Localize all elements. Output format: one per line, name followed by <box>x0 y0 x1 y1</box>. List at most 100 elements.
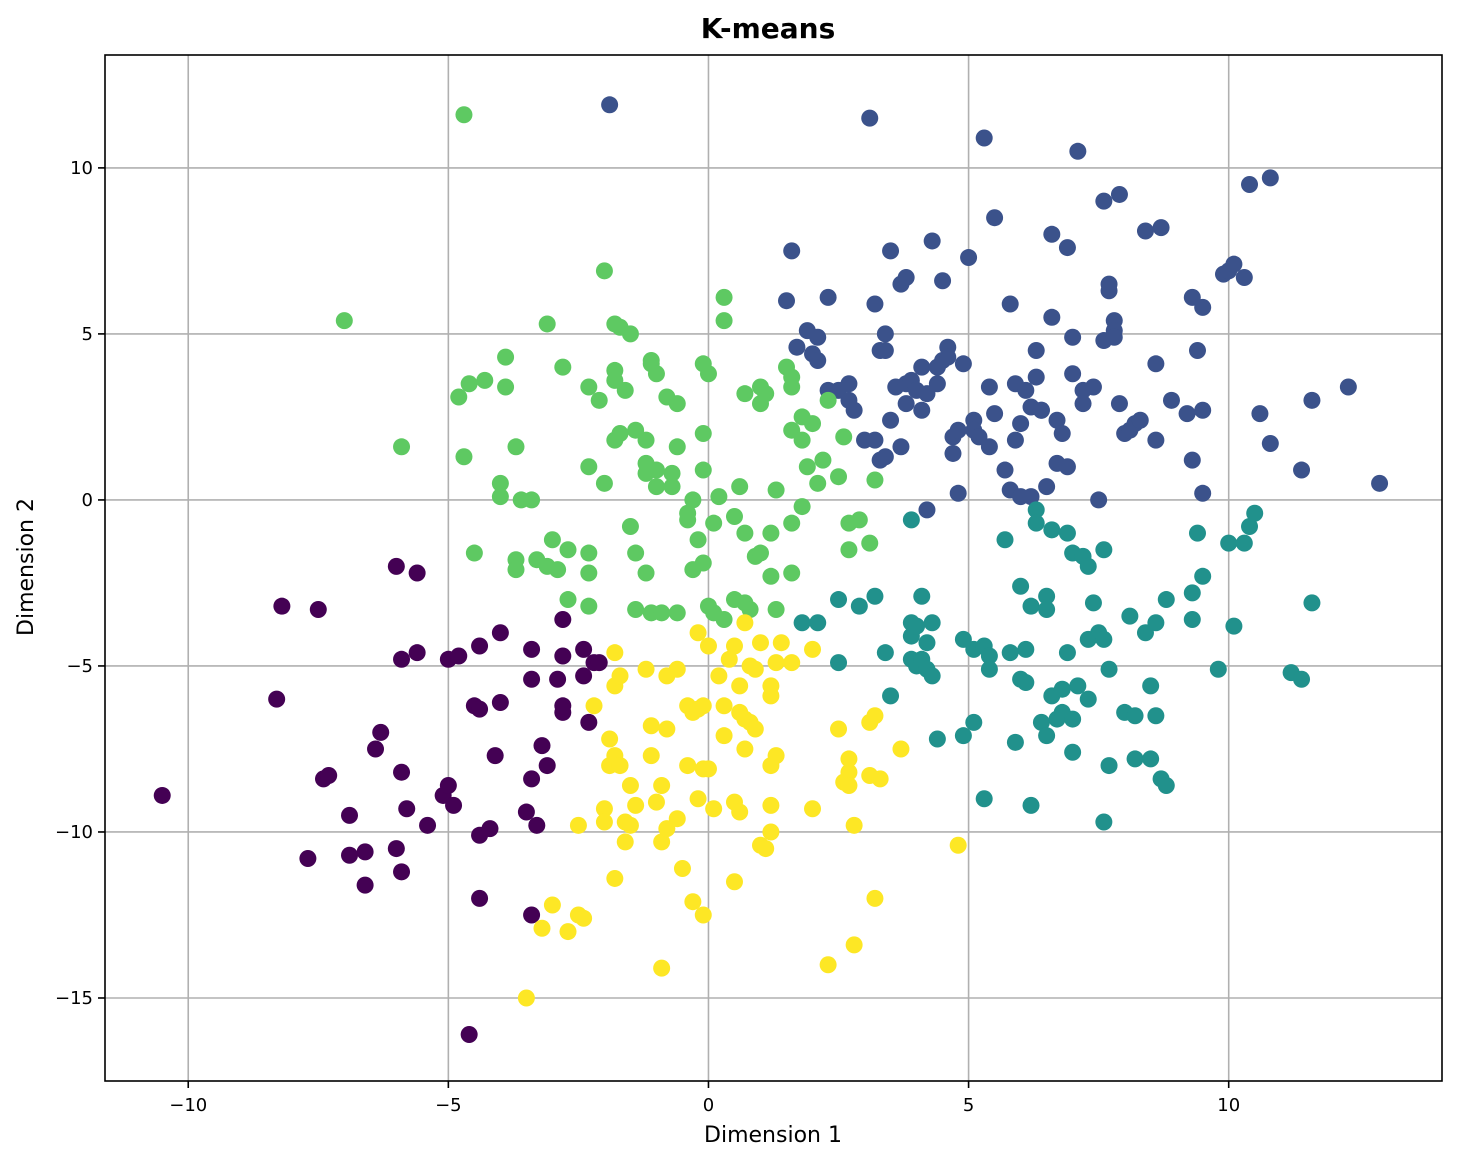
data-point <box>897 268 915 286</box>
data-point <box>658 720 676 738</box>
data-point <box>653 604 671 622</box>
data-point <box>731 677 749 695</box>
data-point <box>1069 677 1087 695</box>
data-point <box>1147 431 1165 449</box>
data-point <box>809 474 827 492</box>
data-point <box>1110 185 1128 203</box>
data-point <box>523 770 541 788</box>
data-point <box>980 438 998 456</box>
data-point <box>523 670 541 688</box>
data-point <box>913 401 931 419</box>
data-point <box>928 375 946 393</box>
data-point <box>694 906 712 924</box>
data-point <box>668 660 686 678</box>
data-point <box>393 650 411 668</box>
data-point <box>1006 431 1024 449</box>
data-point <box>1142 677 1160 695</box>
data-point <box>731 478 749 496</box>
data-point <box>1194 298 1212 316</box>
data-point <box>1084 594 1102 612</box>
data-point <box>1064 710 1082 728</box>
data-point <box>554 610 572 628</box>
data-point <box>491 474 509 492</box>
data-point <box>840 375 858 393</box>
data-point <box>876 325 894 343</box>
data-point <box>923 614 941 632</box>
data-point <box>996 531 1014 549</box>
data-point <box>762 823 780 841</box>
data-point <box>460 375 478 393</box>
x-tick-label: 5 <box>963 1095 974 1116</box>
data-point <box>767 747 785 765</box>
data-point <box>705 800 723 818</box>
data-point <box>393 438 411 456</box>
data-point <box>1235 268 1253 286</box>
data-point <box>725 508 743 526</box>
data-point <box>1157 591 1175 609</box>
data-point <box>840 776 858 794</box>
data-point <box>767 481 785 499</box>
data-point <box>954 727 972 745</box>
data-point <box>762 796 780 814</box>
data-point <box>845 401 863 419</box>
data-point <box>387 840 405 858</box>
data-point <box>1241 175 1259 193</box>
data-point <box>840 541 858 559</box>
data-point <box>601 730 619 748</box>
data-point <box>367 740 385 758</box>
data-point <box>1303 391 1321 409</box>
data-point <box>642 717 660 735</box>
data-point <box>543 896 561 914</box>
data-point <box>1012 415 1030 433</box>
y-tick-label: −10 <box>55 822 93 843</box>
data-point <box>757 840 775 858</box>
data-point <box>694 554 712 572</box>
data-point <box>606 644 624 662</box>
data-point <box>679 511 697 529</box>
data-point <box>1022 597 1040 615</box>
data-point <box>939 348 957 366</box>
data-point <box>1058 524 1076 542</box>
data-point <box>1043 308 1061 326</box>
data-point <box>715 727 733 745</box>
data-point <box>689 531 707 549</box>
data-point <box>960 249 978 267</box>
data-point <box>944 444 962 462</box>
data-point <box>335 312 353 330</box>
data-point <box>1131 411 1149 429</box>
data-point <box>1183 610 1201 628</box>
data-point <box>1241 517 1259 535</box>
data-point <box>715 312 733 330</box>
data-point <box>876 448 894 466</box>
data-point <box>1022 488 1040 506</box>
data-point <box>1225 255 1243 273</box>
data-point <box>1293 670 1311 688</box>
data-point <box>908 617 926 635</box>
data-point <box>642 747 660 765</box>
data-point <box>663 478 681 496</box>
data-point <box>580 597 598 615</box>
y-tick-label: 0 <box>82 490 93 511</box>
data-point <box>1017 381 1035 399</box>
data-point <box>679 757 697 775</box>
data-point <box>1095 192 1113 210</box>
data-point <box>393 763 411 781</box>
data-point <box>866 587 884 605</box>
data-point <box>653 959 671 977</box>
data-point <box>590 654 608 672</box>
data-point <box>569 816 587 834</box>
data-point <box>559 923 577 941</box>
x-tick-label: 0 <box>703 1095 714 1116</box>
data-point <box>1126 750 1144 768</box>
data-point <box>611 667 629 685</box>
data-point <box>804 640 822 658</box>
data-point <box>533 737 551 755</box>
data-point <box>1261 434 1279 452</box>
y-tick-label: 5 <box>82 324 93 345</box>
data-point <box>673 859 691 877</box>
data-point <box>341 806 359 824</box>
data-point <box>580 713 598 731</box>
data-point <box>715 288 733 306</box>
data-point <box>1178 405 1196 423</box>
data-point <box>866 471 884 489</box>
